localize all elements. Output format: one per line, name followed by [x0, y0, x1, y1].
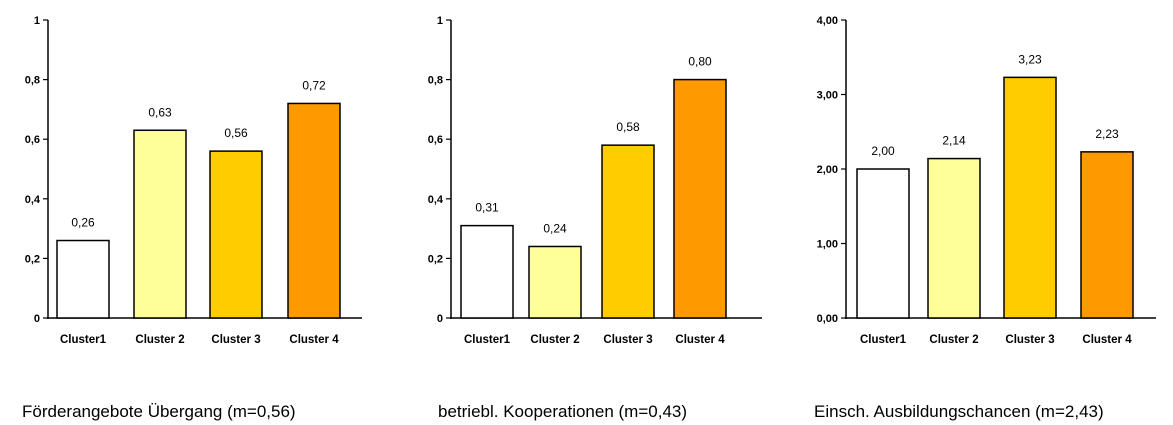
- chart-1-y-tick-label: 1: [34, 15, 40, 27]
- chart-3-y-tick-label: 1,00: [817, 239, 838, 251]
- chart-3-bar: [1080, 151, 1134, 319]
- chart-2-bar: [528, 245, 582, 319]
- chart-3-y-tick-label: 2,00: [817, 164, 838, 176]
- chart-2-bar: [673, 78, 727, 319]
- chart-2-category-label: Cluster 3: [603, 334, 652, 346]
- chart-2-data-label: 0,24: [543, 221, 567, 235]
- chart-1-data-label: 0,26: [71, 216, 95, 230]
- chart-3-bar: [856, 168, 910, 319]
- chart-1-y-tick-label: 0,6: [25, 134, 40, 146]
- chart-3-data-label: 2,00: [871, 144, 895, 158]
- chart-3-category-label: Cluster 4: [1082, 334, 1132, 346]
- chart-3-category-label: Cluster1: [860, 334, 907, 346]
- chart-2-bar: [460, 224, 514, 319]
- chart-2-category-label: Cluster 2: [530, 334, 579, 346]
- chart-2-category-label: Cluster 4: [675, 334, 725, 346]
- chart-3-data-label: 2,14: [942, 134, 966, 148]
- chart-1-data-label: 0,63: [148, 105, 172, 119]
- chart-2-category-label: Cluster1: [464, 334, 511, 346]
- chart-1-category-label: Cluster 2: [135, 334, 184, 346]
- chart-1-bar: [133, 129, 187, 319]
- chart-1-bar: [287, 102, 341, 319]
- chart-1-data-label: 0,56: [224, 126, 248, 140]
- chart-3-y-tick-label: 0,00: [817, 313, 838, 325]
- chart-3-category-label: Cluster 3: [1005, 334, 1054, 346]
- chart-2-data-label: 0,31: [475, 201, 499, 215]
- chart-1-bar: [56, 239, 110, 319]
- chart-1-category-label: Cluster1: [60, 334, 107, 346]
- chart-2-data-label: 0,80: [688, 55, 712, 69]
- chart-1-data-label: 0,72: [302, 78, 326, 92]
- chart-1-y-tick-label: 0,2: [25, 253, 40, 265]
- chart-1-bar: [209, 150, 263, 319]
- chart-3-data-label: 2,23: [1095, 127, 1119, 141]
- chart-1-category-label: Cluster 4: [289, 334, 339, 346]
- chart-caption-3: Einsch. Ausbildungschancen (m=2,43): [814, 402, 1104, 421]
- chart-caption-2: betriebl. Kooperationen (m=0,43): [438, 402, 688, 421]
- chart-2-data-label: 0,58: [616, 120, 640, 134]
- chart-caption-1: Förderangebote Übergang (m=0,56): [22, 402, 296, 421]
- chart-1-category-label: Cluster 3: [211, 334, 260, 346]
- chart-2-y-tick-label: 1: [437, 15, 443, 27]
- chart-3-bar: [1003, 76, 1057, 319]
- chart-1-y-tick-label: 0,4: [25, 194, 41, 206]
- chart-3-bar: [927, 157, 981, 319]
- chart-1-y-tick-label: 0,8: [25, 75, 40, 87]
- chart-3-data-label: 3,23: [1018, 52, 1042, 66]
- chart-1-y-tick-label: 0: [34, 313, 40, 325]
- chart-2-y-tick-label: 0,8: [428, 75, 443, 87]
- chart-2-y-tick-label: 0,6: [428, 134, 443, 146]
- chart-2-y-tick-label: 0,4: [428, 194, 444, 206]
- chart-2-bar: [601, 144, 655, 319]
- chart-3-y-tick-label: 3,00: [817, 90, 838, 102]
- chart-2-y-tick-label: 0: [437, 313, 443, 325]
- chart-3-y-tick-label: 4,00: [817, 15, 838, 27]
- chart-3-category-label: Cluster 2: [929, 334, 978, 346]
- chart-2-y-tick-label: 0,2: [428, 253, 443, 265]
